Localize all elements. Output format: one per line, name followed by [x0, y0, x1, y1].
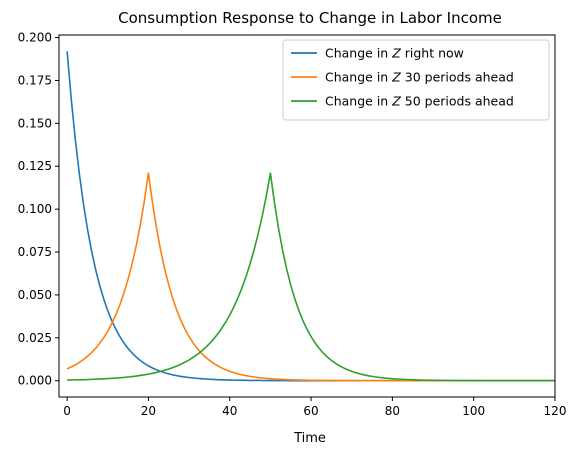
legend-box — [282, 39, 550, 121]
legend: Change in Z right now Change in Z 30 peri… — [282, 39, 550, 121]
y-tick-label: 0.000 — [18, 374, 52, 388]
y-tick-label: 0.050 — [18, 288, 52, 302]
x-tick-label: 40 — [222, 404, 237, 418]
chart-title: Consumption Response to Change in Labor … — [118, 9, 502, 27]
x-axis: 0 20 40 60 80 100 120 — [63, 397, 566, 418]
y-tick-label: 0.175 — [18, 73, 52, 87]
y-tick-label: 0.025 — [18, 331, 52, 345]
x-tick-label: 20 — [141, 404, 156, 418]
x-tick-label: 120 — [544, 404, 567, 418]
y-tick-label: 0.150 — [18, 116, 52, 130]
legend-label: Change in Z right now — [325, 46, 464, 61]
series-line-2 — [66, 172, 555, 382]
series-line-3 — [67, 172, 555, 382]
y-tick-label: 0.100 — [18, 202, 52, 216]
legend-label: Change in Z 50 periods ahead — [325, 94, 514, 109]
x-tick-label: 100 — [462, 404, 485, 418]
plot-lines — [66, 51, 555, 382]
x-axis-label: Time — [293, 431, 326, 446]
y-axis: 0.000 0.025 0.050 0.075 0.100 0.125 0.150 0.175… — [18, 31, 59, 388]
x-tick-label: 0 — [63, 404, 71, 418]
axes-frame — [58, 34, 556, 398]
y-tick-label: 0.125 — [18, 159, 52, 173]
x-tick-label: 60 — [303, 404, 318, 418]
y-tick-label: 0.200 — [18, 31, 52, 45]
x-tick-label: 80 — [385, 404, 400, 418]
y-tick-label: 0.075 — [18, 245, 52, 259]
legend-label: Change in Z 30 periods ahead — [325, 70, 514, 85]
